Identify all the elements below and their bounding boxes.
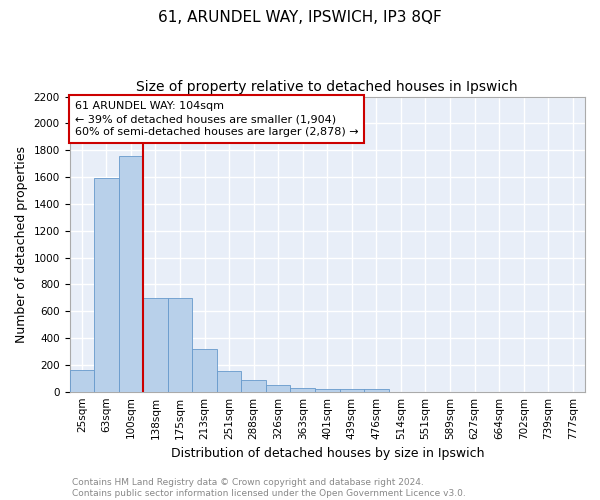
- Bar: [143, 298, 168, 392]
- Text: Contains HM Land Registry data © Crown copyright and database right 2024.
Contai: Contains HM Land Registry data © Crown c…: [72, 478, 466, 498]
- Text: 61, ARUNDEL WAY, IPSWICH, IP3 8QF: 61, ARUNDEL WAY, IPSWICH, IP3 8QF: [158, 10, 442, 25]
- Title: Size of property relative to detached houses in Ipswich: Size of property relative to detached ho…: [136, 80, 518, 94]
- X-axis label: Distribution of detached houses by size in Ipswich: Distribution of detached houses by size …: [170, 447, 484, 460]
- Bar: [94, 178, 119, 392]
- Bar: [290, 388, 315, 392]
- Bar: [340, 390, 364, 392]
- Bar: [192, 349, 217, 392]
- Text: 61 ARUNDEL WAY: 104sqm
← 39% of detached houses are smaller (1,904)
60% of semi-: 61 ARUNDEL WAY: 104sqm ← 39% of detached…: [74, 101, 358, 138]
- Y-axis label: Number of detached properties: Number of detached properties: [15, 146, 28, 342]
- Bar: [241, 380, 266, 392]
- Bar: [217, 371, 241, 392]
- Bar: [70, 370, 94, 392]
- Bar: [364, 390, 389, 392]
- Bar: [315, 389, 340, 392]
- Bar: [266, 385, 290, 392]
- Bar: [168, 298, 192, 392]
- Bar: [119, 156, 143, 392]
